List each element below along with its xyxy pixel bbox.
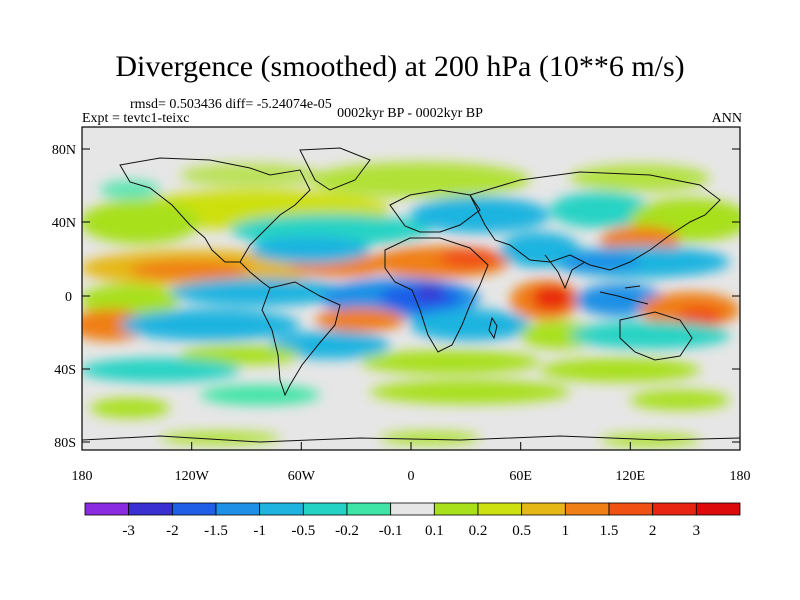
lon-label: 120E — [616, 469, 646, 484]
lat-labels: 80N 40N 0 40S 80S — [52, 143, 76, 451]
lon-label: 60E — [509, 469, 532, 484]
lon-label: 0 — [408, 469, 415, 484]
colorbar-label: -0.1 — [379, 523, 403, 539]
colorbar-label: -0.5 — [291, 523, 315, 539]
lon-label: 120W — [175, 469, 210, 484]
colorbar-swatch — [477, 502, 523, 516]
colorbar-swatch — [390, 502, 435, 516]
colorbar — [84, 502, 741, 516]
colorbar-label: 1 — [562, 523, 570, 539]
colorbar-swatch — [695, 502, 741, 516]
colorbar-label: -3 — [122, 523, 135, 539]
colorbar-label: 1.5 — [600, 523, 619, 539]
colorbar-labels: -3 -2 -1.5 -1 -0.5 -0.2 -0.1 0.1 0.2 0.5 1 1.5 2 3 — [122, 523, 700, 539]
colorbar-swatch — [652, 502, 697, 516]
colorbar-label: 0.2 — [469, 523, 488, 539]
lat-ticks — [82, 148, 740, 443]
colorbar-swatch — [564, 502, 610, 516]
colorbar-swatch — [171, 502, 217, 516]
divergence-field — [82, 147, 740, 446]
colorbar-swatch — [215, 502, 261, 516]
colorbar-swatch — [521, 502, 566, 516]
lon-label: 180 — [730, 469, 751, 484]
lon-label: 60W — [288, 469, 316, 484]
lon-labels: 180 120W 60W 0 60E 120E 180 — [72, 469, 751, 484]
plot-title: Divergence (smoothed) at 200 hPa (10**6 … — [115, 50, 685, 83]
colorbar-label: -1 — [253, 523, 266, 539]
colorbar-swatch — [433, 502, 479, 516]
lat-label: 0 — [65, 290, 72, 305]
colorbar-label: 0.1 — [425, 523, 444, 539]
colorbar-swatch — [608, 502, 654, 516]
lat-label: 80N — [52, 143, 76, 158]
colorbar-swatch — [84, 502, 130, 516]
colorbar-label: 3 — [693, 523, 701, 539]
experiment-text: Expt = tevtc1-teixc — [82, 111, 190, 126]
colorbar-label: 0.5 — [512, 523, 531, 539]
lat-label: 80S — [54, 436, 76, 451]
colorbar-label: -2 — [166, 523, 179, 539]
colorbar-swatch — [346, 502, 392, 516]
colorbar-swatch — [259, 502, 304, 516]
colorbar-label: 2 — [649, 523, 657, 539]
stats-text: rmsd= 0.503436 diff= -5.24074e-05 — [130, 97, 332, 112]
colorbar-label: -0.2 — [335, 523, 359, 539]
lat-label: 40N — [52, 216, 76, 231]
colorbar-label: -1.5 — [204, 523, 228, 539]
colorbar-swatch — [128, 502, 173, 516]
lon-ticks — [81, 442, 741, 450]
coastlines — [82, 147, 740, 443]
period-text: 0002kyr BP - 0002kyr BP — [337, 106, 483, 121]
season-text: ANN — [711, 111, 742, 126]
colorbar-swatch — [302, 502, 348, 516]
lat-label: 40S — [54, 363, 76, 378]
lon-label: 180 — [72, 469, 93, 484]
